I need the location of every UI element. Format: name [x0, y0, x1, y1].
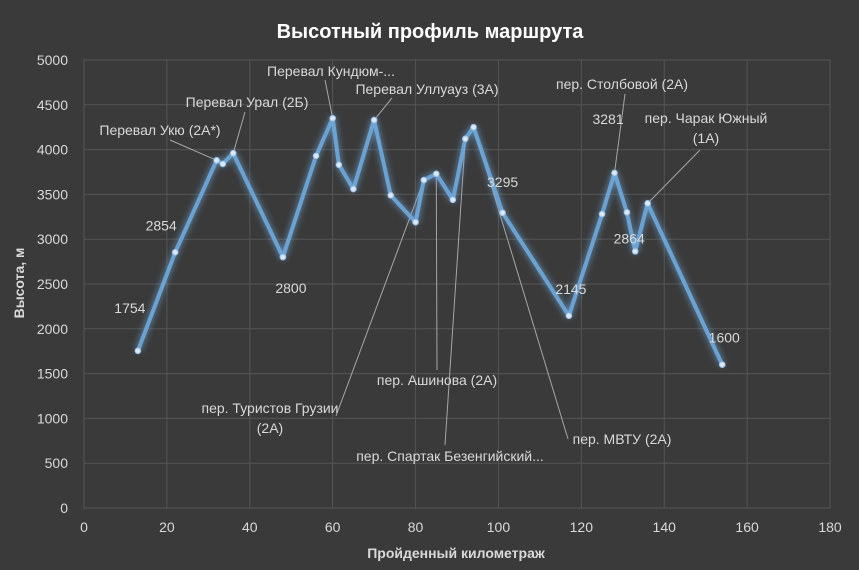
x-tick-label: 160 [735, 519, 759, 535]
data-point [335, 161, 343, 169]
data-point [461, 135, 469, 143]
annotation-label: Перевал Кундюм-... [267, 63, 395, 79]
series-line [136, 116, 725, 366]
data-label: 2800 [275, 280, 306, 296]
data-label: 1600 [709, 330, 740, 346]
data-label: 2854 [146, 217, 177, 233]
annotation-label: пер. Чарак Южный (1А) [645, 110, 768, 146]
data-point [611, 169, 618, 177]
y-tick-label: 3500 [37, 186, 68, 202]
data-point [718, 361, 726, 368]
annotation-line: пер. Ашинова (2А) [377, 372, 497, 388]
annotation-label: пер. Ашинова (2А) [377, 372, 497, 388]
x-tick-label: 120 [570, 519, 594, 535]
annotation-line: Перевал Урал (2Б) [186, 94, 309, 110]
annotation-line: (1А) [693, 130, 719, 146]
data-point [171, 248, 179, 256]
x-tick-label: 40 [242, 519, 258, 535]
series-line-path [136, 116, 725, 366]
data-label: 1754 [114, 300, 145, 316]
x-tick-label: 180 [818, 519, 842, 535]
annotation-label: Перевал Урал (2Б) [186, 94, 309, 110]
y-tick-label: 500 [45, 455, 69, 471]
axes: 0500100015002000250030003500400045005000… [37, 52, 842, 535]
data-point [329, 114, 336, 122]
annotation-line: Перевал Укю (2А*) [99, 122, 220, 138]
y-tick-label: 2000 [37, 321, 68, 337]
data-point [279, 253, 287, 261]
y-tick-label: 3000 [37, 231, 68, 247]
chart-title: Высотный профиль маршрута [277, 21, 585, 43]
series-points [134, 114, 726, 368]
x-tick-label: 20 [159, 519, 175, 535]
annotation-leader [373, 97, 393, 121]
x-tick-label: 100 [487, 519, 511, 535]
annotation-label: пер. Туристов Грузии (2А) [202, 400, 339, 436]
annotation-leader [647, 149, 701, 204]
data-point [644, 200, 651, 207]
annotation-label: пер. Столбовой (2А) [556, 76, 688, 92]
data-point [565, 312, 573, 320]
data-point [623, 209, 631, 216]
y-tick-label: 0 [60, 500, 68, 516]
data-label: 2145 [555, 281, 586, 297]
annotation-line: пер. Спартак Безенгийский... [356, 448, 544, 464]
annotation-label: Перевал Уллуауз (3А) [355, 81, 498, 97]
y-tick-label: 5000 [37, 52, 68, 68]
y-tick-label: 1500 [37, 366, 68, 382]
annotation-leader [169, 139, 217, 161]
data-point [134, 347, 142, 355]
gridlines [83, 59, 831, 509]
annotation-line: Перевал Уллуауз (3А) [355, 81, 498, 97]
x-tick-label: 80 [408, 519, 424, 535]
data-point [412, 218, 419, 226]
x-tick-label: 0 [80, 519, 88, 535]
annotation-line: пер. МВТУ (2А) [573, 431, 672, 447]
annotation-leader [232, 111, 246, 154]
data-point [229, 149, 237, 157]
y-tick-label: 4000 [37, 142, 68, 158]
annotation-line: пер. Туристов Грузии [202, 400, 339, 416]
data-label: 2864 [614, 230, 645, 246]
annotation-leader [444, 138, 466, 446]
data-point [213, 157, 220, 164]
annotation-leader [335, 179, 425, 417]
data-point [470, 123, 477, 131]
x-axis-title: Пройденный километраж [367, 545, 546, 561]
annotation-leader [613, 93, 626, 173]
data-labels: 1754 2854 2800 3295 2145 3281 2864 1600 [114, 111, 740, 346]
data-point [449, 196, 457, 204]
data-point [219, 160, 227, 168]
data-point [598, 210, 606, 218]
annotation-label: пер. Спартак Безенгийский... [356, 448, 544, 464]
annotation-line: Перевал Кундюм-... [267, 63, 395, 79]
annotations: Перевал Укю (2А*) Перевал Урал (2Б) Перева… [99, 63, 767, 464]
data-point [350, 185, 357, 193]
x-tick-label: 60 [325, 519, 341, 535]
data-point [499, 209, 506, 217]
data-label: 3281 [592, 111, 623, 127]
x-tick-label: 140 [653, 519, 677, 535]
data-point [312, 152, 320, 160]
y-axis-title: Высота, м [11, 248, 27, 319]
annotation-line: (2А) [257, 420, 283, 436]
annotation-line: пер. Столбовой (2А) [556, 76, 688, 92]
annotation-label: пер. МВТУ (2А) [573, 431, 672, 447]
annotation-line: пер. Чарак Южный [645, 110, 768, 126]
annotation-leader [324, 79, 334, 119]
data-point [631, 248, 639, 255]
data-point [420, 176, 428, 184]
data-point [387, 191, 394, 199]
y-tick-label: 1000 [37, 410, 68, 426]
data-point [432, 170, 440, 178]
data-label: 3295 [487, 174, 518, 190]
annotation-label: Перевал Укю (2А*) [99, 122, 220, 138]
annotation-leader [435, 173, 438, 371]
y-tick-label: 2500 [37, 276, 68, 292]
data-point [370, 116, 378, 124]
y-tick-label: 4500 [37, 97, 68, 113]
